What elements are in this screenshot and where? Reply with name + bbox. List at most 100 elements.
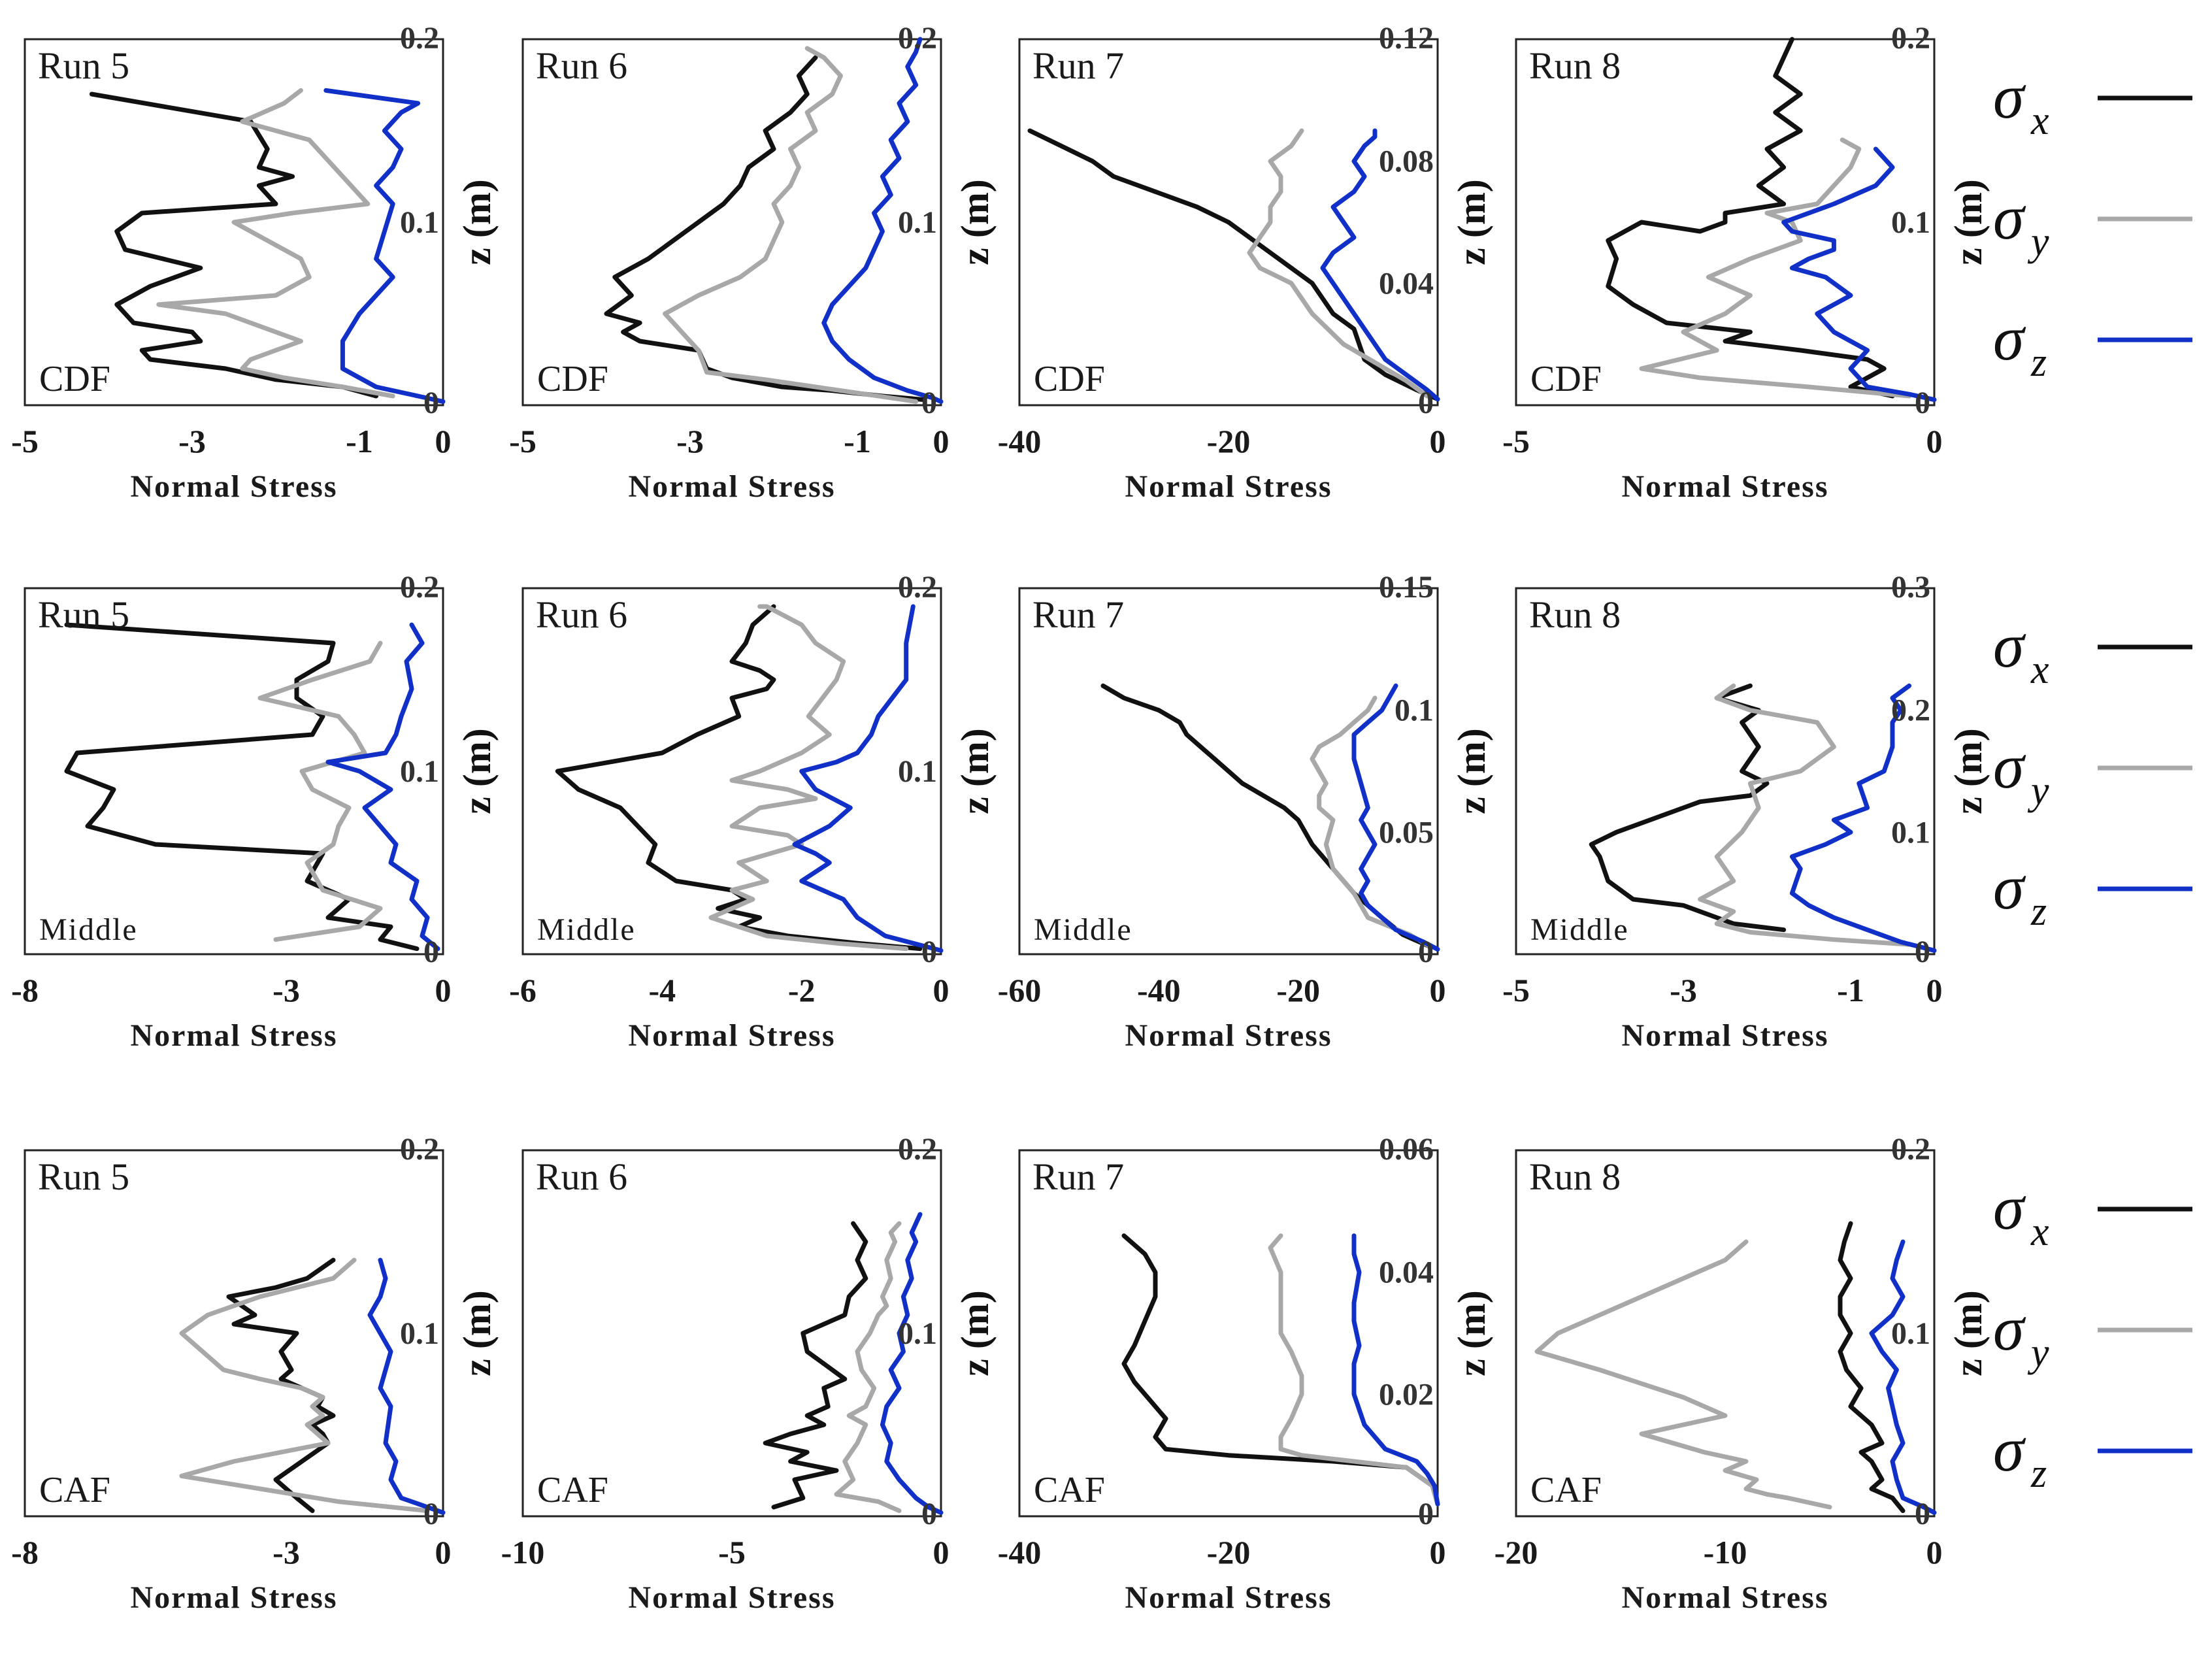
series-line-sigma-y: [1534, 1239, 1832, 1510]
legend-subscript: x: [2030, 648, 2049, 692]
x-axis-title: Normal Stress: [130, 469, 337, 504]
plot-frame: [521, 38, 942, 407]
y-tick-label: 0.08: [1379, 144, 1434, 179]
y-axis-title: z (m): [1947, 728, 1990, 814]
series-line-sigma-z: [325, 622, 440, 952]
y-axis-title: z (m): [1947, 1290, 1990, 1376]
series-line-sigma-z: [367, 1257, 446, 1515]
y-tick-label: 0: [1915, 1497, 1930, 1531]
panel-location-label: Middle: [537, 912, 636, 947]
y-tick-label: 0: [1915, 935, 1930, 969]
y-axis-title: z (m): [455, 728, 499, 814]
x-tick-label: -20: [1207, 1534, 1251, 1571]
panel-title: Run 6: [536, 44, 627, 87]
panel-location-label: Middle: [39, 912, 138, 947]
panel-2-3: Run 7 Middle -60 -40 -20 00 0.05 0.1 0.15 Normal …: [998, 570, 1493, 1053]
plot-frame: [1018, 38, 1439, 407]
plot-frame: [1515, 1149, 1936, 1518]
series-line-sigma-x: [555, 604, 923, 952]
panel-location-label: CAF: [39, 1470, 110, 1510]
y-tick-label: 0.04: [1379, 1255, 1434, 1290]
x-tick-label: -20: [1207, 423, 1251, 459]
plot-frame: [521, 1149, 942, 1518]
x-tick-label: 0: [435, 972, 452, 1008]
x-tick-label: -3: [272, 972, 300, 1008]
y-tick-label: 0.1: [1395, 693, 1434, 728]
x-tick-label: 0: [1430, 1534, 1446, 1571]
x-tick-label: -40: [1137, 972, 1181, 1008]
x-tick-label: -3: [272, 1534, 300, 1571]
y-axis-title: z (m): [1450, 1290, 1493, 1376]
series-line-sigma-y: [257, 640, 383, 942]
panel-title: Run 5: [38, 593, 129, 636]
x-tick-label: -2: [788, 972, 816, 1008]
y-tick-label: 0.2: [1891, 693, 1930, 728]
x-tick-label: -6: [509, 972, 536, 1008]
legend-row-3: σ xσ yσ z: [1993, 1172, 2192, 1496]
x-tick-label: -20: [1276, 972, 1320, 1008]
x-tick-label: -20: [1494, 1534, 1538, 1571]
x-tick-label: 0: [1926, 423, 1943, 459]
series-line-sigma-z: [1781, 146, 1937, 403]
x-axis-title: Normal Stress: [1621, 1018, 1828, 1053]
series-line-sigma-y: [834, 1221, 902, 1514]
y-tick-label: 0: [921, 386, 937, 420]
x-tick-label: -3: [1670, 972, 1697, 1008]
x-axis-title: Normal Stress: [1125, 469, 1332, 504]
panel-1-3: Run 7 CDF -40 -20 00 0.04 0.08 0.12 Normal Stres…: [998, 21, 1493, 504]
y-tick-label: 0.12: [1379, 21, 1434, 56]
legend-symbol: σ: [1993, 303, 2026, 373]
x-tick-label: -8: [11, 972, 39, 1008]
y-tick-label: 0: [921, 935, 937, 969]
y-tick-label: 0.1: [1891, 205, 1930, 240]
x-tick-label: -40: [998, 1534, 1042, 1571]
legend-subscript: z: [2030, 889, 2047, 934]
y-tick-label: 0.02: [1379, 1377, 1434, 1412]
y-tick-label: 0.3: [1891, 570, 1930, 605]
panel-title: Run 7: [1032, 593, 1124, 636]
x-tick-label: -10: [1704, 1534, 1747, 1571]
y-axis-title: z (m): [455, 179, 499, 265]
x-tick-label: 0: [435, 1534, 452, 1571]
legend-symbol: σ: [1993, 610, 2026, 680]
panel-location-label: Middle: [1034, 912, 1132, 947]
x-tick-label: -5: [509, 423, 536, 459]
series-line-sigma-z: [1351, 683, 1440, 952]
legend-symbol: σ: [1993, 182, 2026, 252]
series-line-sigma-x: [763, 1221, 868, 1510]
panel-2-1: Run 5 Middle-8 -3 00 0.1 0.2 Normal Stress z (m…: [11, 570, 499, 1053]
series-line-sigma-y: [1639, 137, 1912, 399]
panel-title: Run 6: [536, 593, 627, 636]
plot-frame: [1515, 38, 1936, 407]
x-axis-title: Normal Stress: [1125, 1580, 1332, 1615]
series-line-sigma-x: [1589, 683, 1787, 933]
x-axis-title: Normal Stress: [130, 1580, 337, 1615]
x-tick-label: -10: [501, 1534, 545, 1571]
panel-3-4: Run 8 CAF -20 -10 00 0.1 0.2 Normal Stress z (m): [1494, 1132, 1990, 1615]
x-tick-label: 0: [933, 972, 949, 1008]
panel-2-2: Run 6 Middle-6 -4 -2 00 0.1 0.2 Normal Stress z …: [509, 570, 997, 1053]
series-line-sigma-y: [708, 604, 909, 952]
series-line-sigma-y: [1310, 695, 1433, 950]
y-tick-label: 0.04: [1379, 266, 1434, 301]
x-tick-label: 0: [435, 423, 452, 459]
y-tick-label: 0: [921, 1497, 937, 1531]
legend-subscript: y: [2027, 769, 2049, 813]
x-axis-title: Normal Stress: [628, 469, 835, 504]
x-tick-label: -5: [1502, 972, 1530, 1008]
panel-1-4: Run 8 CDF-5 00 0.1 0.2 Normal Stress z (m): [1502, 21, 1990, 504]
plot-frame: [1018, 1149, 1439, 1518]
series-line-sigma-y: [1247, 128, 1430, 399]
series-line-sigma-z: [792, 604, 944, 953]
panel-title: Run 7: [1032, 1155, 1124, 1198]
y-tick-label: 0: [1418, 1497, 1434, 1531]
legend-subscript: y: [2027, 220, 2049, 264]
plot-frame: [1018, 587, 1439, 956]
x-tick-label: -60: [998, 972, 1042, 1008]
legend-subscript: z: [2030, 1452, 2047, 1496]
series-line-sigma-x: [64, 622, 420, 952]
panel-title: Run 8: [1529, 44, 1621, 87]
series-line-sigma-x: [1027, 128, 1440, 402]
series-line-sigma-z: [323, 88, 446, 404]
